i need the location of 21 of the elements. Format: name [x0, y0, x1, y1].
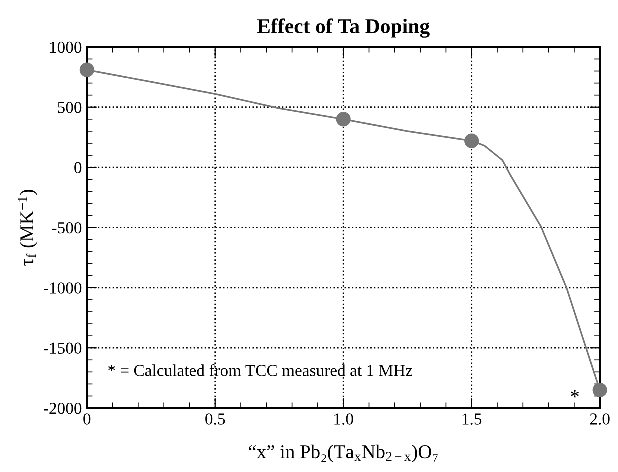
x-tick-label: 0 [84, 414, 91, 425]
x-tick-label: 0.5 [206, 414, 226, 425]
annotation: * [571, 390, 580, 398]
y-tick-label: 1000 [50, 42, 82, 54]
x-tick-label: 1.0 [334, 414, 354, 425]
y-tick-label: -1000 [44, 282, 82, 294]
annotation: * = Calculated from TCC measured at 1 MHz [108, 364, 413, 376]
point [336, 112, 351, 127]
x-tick-label: 1.5 [462, 414, 482, 425]
y-axis-title: τ$_{f}$ (MK$^{−1}$) [18, 190, 38, 266]
x-tick-label: 2.0 [590, 414, 610, 425]
y-tick-label: 0 [74, 162, 82, 174]
y-tick-label: -500 [52, 222, 82, 234]
y-tick-label: -2000 [44, 402, 82, 414]
chart-title: Effect of Ta Doping [257, 18, 430, 38]
point [80, 62, 94, 78]
point [464, 134, 480, 148]
y-tick-label: 500 [58, 102, 82, 114]
point [592, 382, 608, 398]
x-axis-title: “x” in Pb₂(Ta$_{x}$Nb$_{2−x}$)O₇ [249, 444, 438, 463]
y-tick-label: -1500 [44, 342, 82, 354]
